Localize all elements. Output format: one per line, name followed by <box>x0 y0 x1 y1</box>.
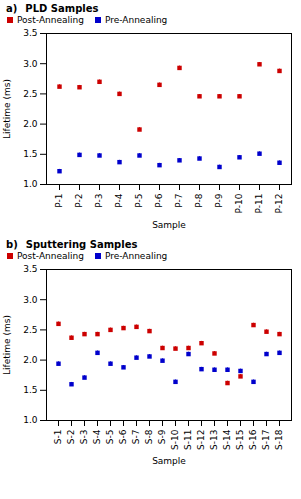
svg-text:S-16: S-16 <box>248 429 258 450</box>
html-text:Pre-Annealing: Pre-Annealing <box>104 251 168 261</box>
svg-text:3.5: 3.5 <box>23 28 37 38</box>
svg-text:S-2: S-2 <box>66 430 76 445</box>
html-text:Sputtering Samples: Sputtering Samples <box>25 239 138 250</box>
svg-text:1.0: 1.0 <box>23 415 38 425</box>
svg-text:S-10: S-10 <box>170 429 180 450</box>
html-text:b): b) <box>6 239 18 250</box>
svg-text:3.0: 3.0 <box>23 59 38 69</box>
svg-text:Lifetime (ms): Lifetime (ms) <box>2 315 12 375</box>
svg-text:P-7: P-7 <box>174 194 184 208</box>
svg-text:P-8: P-8 <box>194 193 204 207</box>
svg-text:S-17: S-17 <box>261 430 271 450</box>
svg-text:S-7: S-7 <box>131 430 141 445</box>
html-text:a): a) <box>6 3 18 14</box>
svg-text:3.5: 3.5 <box>23 264 37 274</box>
svg-text:1.5: 1.5 <box>23 385 37 395</box>
html-text:Pre-Annealing: Pre-Annealing <box>104 15 168 25</box>
html-text:Post-Annealing: Post-Annealing <box>17 15 84 25</box>
svg-text:S-15: S-15 <box>235 430 245 450</box>
svg-text:P-9: P-9 <box>214 193 224 207</box>
html-text:PLD Samples: PLD Samples <box>25 3 99 14</box>
svg-text:S-4: S-4 <box>92 429 102 444</box>
svg-text:2.5: 2.5 <box>23 325 37 335</box>
svg-text:Lifetime (ms): Lifetime (ms) <box>2 79 12 139</box>
svg-text:2.0: 2.0 <box>23 119 38 129</box>
svg-text:S-5: S-5 <box>105 430 115 445</box>
svg-text:S-12: S-12 <box>196 430 206 450</box>
svg-text:S-14: S-14 <box>222 429 232 450</box>
svg-text:P-6: P-6 <box>154 193 164 207</box>
svg-text:2.0: 2.0 <box>23 355 38 365</box>
svg-text:S-13: S-13 <box>209 430 219 450</box>
svg-text:P-3: P-3 <box>94 194 104 208</box>
svg-text:3.0: 3.0 <box>23 295 38 305</box>
svg-text:P-12: P-12 <box>274 194 284 214</box>
svg-text:P-2: P-2 <box>74 194 84 208</box>
svg-text:S-8: S-8 <box>144 429 154 444</box>
svg-text:Sample: Sample <box>152 220 186 230</box>
svg-text:1.5: 1.5 <box>23 149 37 159</box>
svg-text:S-9: S-9 <box>157 429 167 444</box>
svg-text:P-11: P-11 <box>254 194 264 214</box>
svg-text:Sample: Sample <box>152 456 186 466</box>
svg-text:P-5: P-5 <box>134 194 144 208</box>
svg-text:S-3: S-3 <box>79 430 89 445</box>
svg-text:P-10: P-10 <box>234 193 244 213</box>
svg-text:S-6: S-6 <box>118 429 128 444</box>
svg-text:S-18: S-18 <box>274 429 284 450</box>
svg-text:P-4: P-4 <box>114 193 124 207</box>
svg-text:S-1: S-1 <box>53 430 63 445</box>
svg-text:2.5: 2.5 <box>23 89 37 99</box>
html-text:Post-Annealing: Post-Annealing <box>17 251 84 261</box>
svg-text:P-1: P-1 <box>54 194 64 208</box>
svg-text:1.0: 1.0 <box>23 179 38 189</box>
svg-text:S-11: S-11 <box>183 430 193 450</box>
